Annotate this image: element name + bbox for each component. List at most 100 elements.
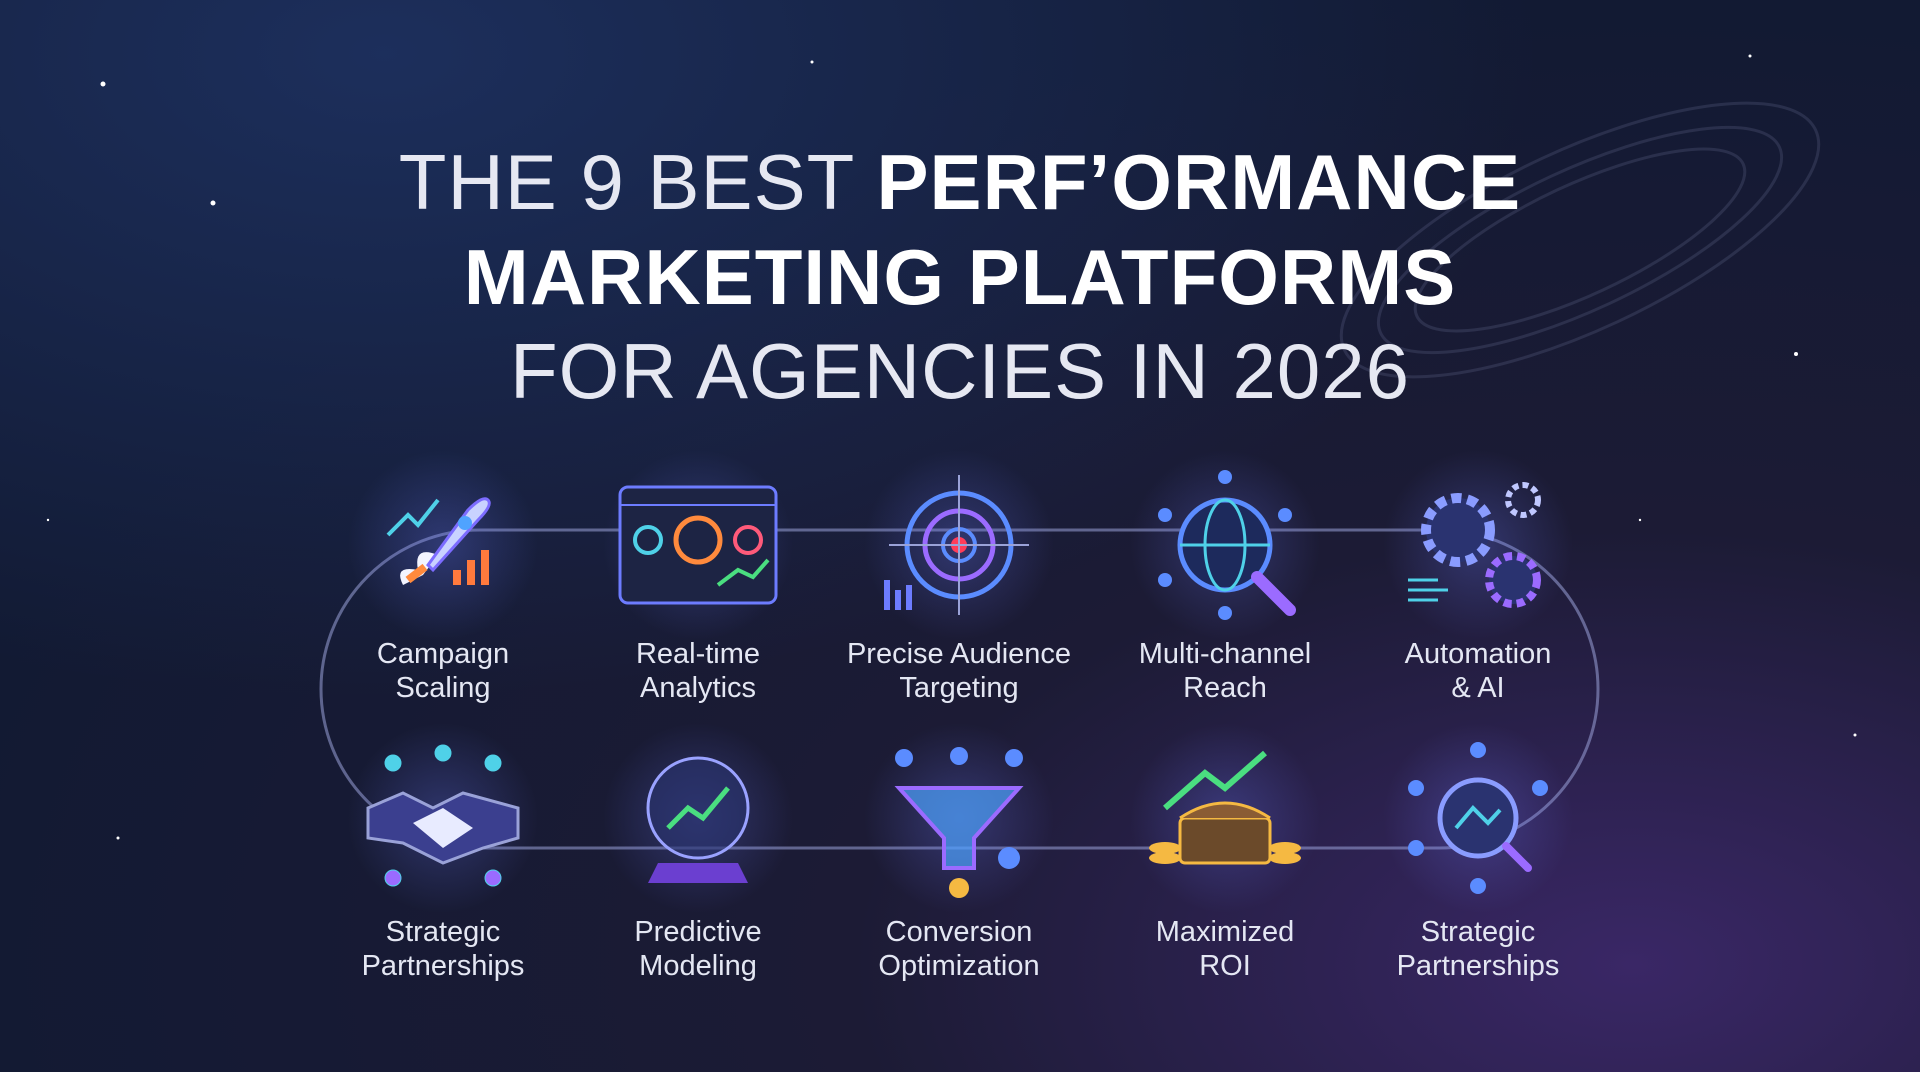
icon-part [894, 786, 1024, 870]
icon-part [906, 585, 912, 610]
icon-part [1218, 606, 1232, 620]
icon-part [895, 747, 1023, 869]
icon-part [453, 570, 461, 585]
title-bold: PERF’ORMANCE [877, 138, 1522, 226]
icon-part [1408, 840, 1424, 856]
icon [386, 497, 491, 585]
title-line: MARKETING PLATFORMS [464, 233, 1456, 321]
icon-part [895, 590, 901, 610]
icon [894, 747, 1024, 898]
icon-part [1470, 878, 1486, 894]
icon-part [1005, 749, 1023, 767]
star [1638, 518, 1642, 522]
icon-part [458, 516, 472, 530]
icon-part [673, 515, 723, 565]
icon-part [1278, 508, 1292, 522]
icon-part [1158, 508, 1172, 522]
icon-part [950, 747, 968, 765]
title-bold: MARKETING PLATFORMS [464, 233, 1456, 321]
icon-part [1269, 852, 1301, 864]
item-label: Maximized [1156, 916, 1295, 948]
item-label: Conversion [886, 916, 1033, 948]
item-label: Precise Audience [847, 638, 1071, 670]
icon [646, 756, 750, 883]
icon-part [413, 808, 473, 848]
icon-part [1251, 571, 1296, 616]
item-label: Analytics [640, 672, 756, 704]
star [46, 518, 50, 522]
icon-part [648, 863, 748, 883]
icon-part [716, 558, 770, 587]
icon-part [1454, 805, 1502, 830]
icon-part [895, 749, 913, 767]
icon-part [384, 754, 402, 772]
star [1853, 733, 1857, 737]
item-label: ROI [1199, 950, 1251, 982]
icon-part [1163, 750, 1267, 811]
icon-part [884, 580, 890, 610]
item-label: Predictive [634, 916, 761, 948]
icon-part [426, 497, 491, 573]
star [210, 200, 216, 206]
item-label: Strategic [386, 916, 500, 948]
icon-part [1269, 842, 1301, 854]
icon-part [1485, 552, 1541, 608]
planet-rings [1339, 101, 1821, 379]
icon-part [949, 878, 969, 898]
icon-part [1532, 780, 1548, 796]
item-label: Scaling [395, 672, 490, 704]
icon-part [998, 847, 1020, 869]
icon [1158, 470, 1296, 620]
item-label: Automation [1405, 638, 1552, 670]
icon-part [1158, 470, 1292, 620]
item: Automation& AI [1383, 450, 1573, 704]
item-label: & AI [1451, 672, 1504, 704]
stars [46, 54, 1857, 840]
icon-part [1158, 573, 1172, 587]
icon-part [405, 563, 428, 584]
item-label: Partnerships [362, 950, 525, 982]
icon [1408, 742, 1548, 894]
star [1748, 54, 1752, 58]
title-light: THE 9 BEST [399, 138, 877, 226]
item-label: Real-time [636, 638, 760, 670]
icon-part [1505, 482, 1541, 518]
icon-part [481, 550, 489, 585]
icon-part [733, 525, 763, 555]
icon-part [1408, 780, 1424, 796]
title-light: FOR AGENCIES IN 2026 [510, 327, 1410, 415]
icon-part [484, 869, 502, 887]
icon [366, 744, 520, 887]
icon-part [1179, 801, 1271, 820]
item-label: Partnerships [1397, 950, 1560, 982]
item-label: Strategic [1421, 916, 1535, 948]
icon-part [1149, 852, 1181, 864]
icon-part [1149, 842, 1301, 864]
icon [884, 475, 1029, 615]
icon-part [1502, 842, 1532, 872]
item-label: Campaign [377, 638, 509, 670]
star [1794, 352, 1798, 356]
item-label: Modeling [639, 950, 757, 982]
icon [618, 485, 778, 605]
icon-part [386, 498, 440, 537]
icon-part [884, 580, 912, 610]
title-line: FOR AGENCIES IN 2026 [510, 327, 1410, 415]
icon-part [467, 560, 475, 585]
item-label: Multi-channel [1139, 638, 1311, 670]
icon-part [1470, 742, 1486, 758]
icon-part [1408, 742, 1548, 894]
icon-part [1421, 493, 1495, 567]
icon-part [646, 756, 750, 860]
icon-part [384, 869, 402, 887]
item-label: Reach [1183, 672, 1267, 704]
icon-part [1149, 842, 1181, 854]
